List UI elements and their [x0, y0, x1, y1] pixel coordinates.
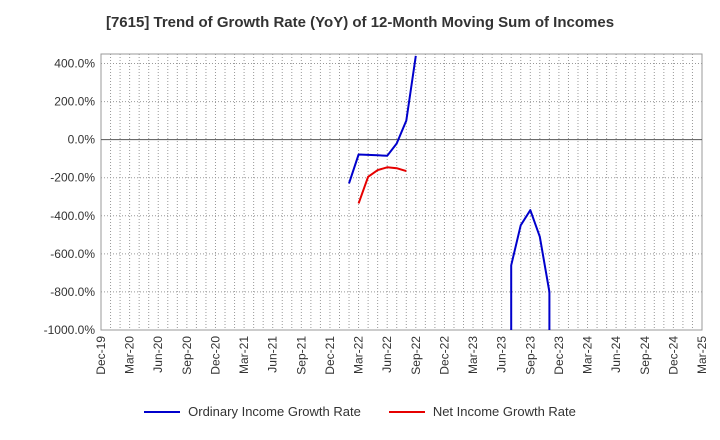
chart-title: [7615] Trend of Growth Rate (YoY) of 12-…	[105, 14, 615, 31]
x-tick-label: Dec-23	[552, 336, 566, 375]
x-tick-label: Jun-23	[495, 336, 509, 373]
x-tick-label: Dec-19	[94, 336, 108, 375]
legend-label-ordinary: Ordinary Income Growth Rate	[188, 404, 361, 419]
legend-label-net: Net Income Growth Rate	[432, 404, 576, 419]
x-tick-label: Jun-24	[609, 336, 623, 373]
y-tick-label: 200.0%	[54, 95, 95, 109]
x-tick-label: Mar-21	[237, 336, 251, 374]
x-tick-label: Mar-22	[352, 336, 366, 374]
x-tick-label: Dec-22	[437, 336, 451, 375]
x-tick-label: Sep-20	[180, 336, 194, 375]
legend-item-net: Net Income Growth Rate	[388, 404, 576, 419]
y-tick-label: 400.0%	[54, 57, 95, 71]
x-tick-label: Dec-24	[666, 336, 680, 375]
x-tick-label: Sep-24	[638, 336, 652, 375]
x-tick-label: Sep-23	[523, 336, 537, 375]
legend-item-ordinary: Ordinary Income Growth Rate	[144, 404, 361, 419]
x-tick-label: Jun-20	[151, 336, 165, 373]
y-tick-label: 0.0%	[68, 133, 96, 147]
y-tick-label: -1000.0%	[44, 323, 96, 337]
x-tick-label: Mar-24	[581, 336, 595, 374]
plot-area	[100, 53, 703, 331]
y-tick-label: -600.0%	[50, 247, 95, 261]
y-tick-label: -400.0%	[50, 209, 95, 223]
x-tick-label: Mar-25	[695, 336, 709, 374]
y-tick-label: -200.0%	[50, 171, 95, 185]
y-tick-label: -800.0%	[50, 285, 95, 299]
x-tick-label: Sep-21	[294, 336, 308, 375]
x-tick-label: Jun-22	[380, 336, 394, 373]
x-tick-label: Jun-21	[266, 336, 280, 373]
x-tick-label: Sep-22	[409, 336, 423, 375]
x-tick-label: Mar-23	[466, 336, 480, 374]
legend-swatch-net	[388, 410, 425, 413]
x-tick-label: Dec-21	[323, 336, 337, 375]
series-line-1	[357, 166, 407, 204]
legend-swatch-ordinary	[144, 410, 181, 413]
legend: Ordinary Income Growth Rate Net Income G…	[0, 404, 720, 419]
x-tick-label: Mar-20	[123, 336, 137, 374]
series-line-0	[348, 55, 417, 184]
x-tick-label: Dec-20	[208, 336, 222, 375]
series-line-0	[510, 209, 551, 330]
